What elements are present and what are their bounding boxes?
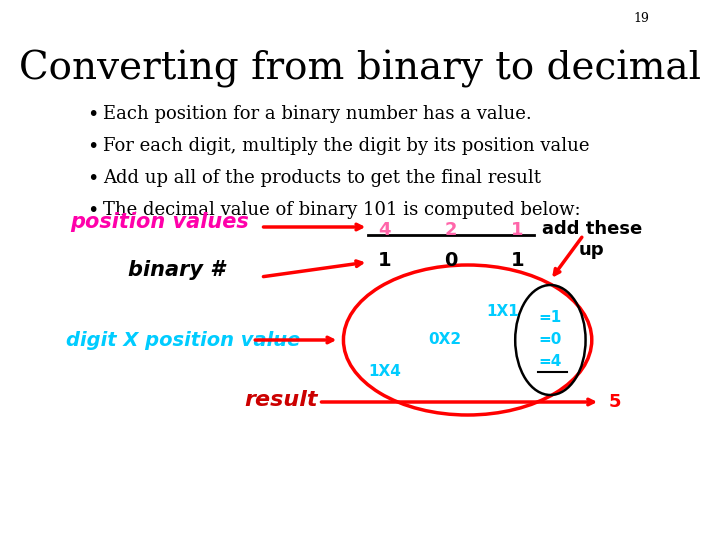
- Text: •: •: [87, 105, 98, 124]
- Text: digit X position value: digit X position value: [66, 330, 300, 349]
- Text: binary #: binary #: [128, 260, 225, 280]
- Text: Each position for a binary number has a value.: Each position for a binary number has a …: [104, 105, 532, 123]
- Text: 1: 1: [511, 221, 523, 239]
- Text: 1X1: 1X1: [486, 305, 518, 320]
- Text: 2: 2: [445, 221, 457, 239]
- Text: Converting from binary to decimal: Converting from binary to decimal: [19, 50, 701, 88]
- Text: 19: 19: [634, 12, 649, 25]
- Text: 4: 4: [379, 221, 391, 239]
- Text: Add up all of the products to get the final result: Add up all of the products to get the fi…: [104, 169, 541, 187]
- Text: =0: =0: [539, 333, 562, 348]
- Text: 1: 1: [378, 251, 392, 269]
- Text: =1: =1: [539, 310, 562, 326]
- Text: 1: 1: [510, 251, 524, 269]
- Text: •: •: [87, 201, 98, 220]
- Text: position values: position values: [71, 212, 249, 232]
- Text: 1X4: 1X4: [369, 364, 401, 380]
- Text: 0: 0: [444, 251, 458, 269]
- Text: result: result: [244, 390, 318, 410]
- Text: =4: =4: [539, 354, 562, 369]
- Text: For each digit, multiply the digit by its position value: For each digit, multiply the digit by it…: [104, 137, 590, 155]
- Text: •: •: [87, 169, 98, 188]
- Text: •: •: [87, 137, 98, 156]
- Text: The decimal value of binary 101 is computed below:: The decimal value of binary 101 is compu…: [104, 201, 581, 219]
- Text: 0X2: 0X2: [428, 333, 461, 348]
- Text: 5: 5: [608, 393, 621, 411]
- Text: add these
up: add these up: [541, 220, 642, 259]
